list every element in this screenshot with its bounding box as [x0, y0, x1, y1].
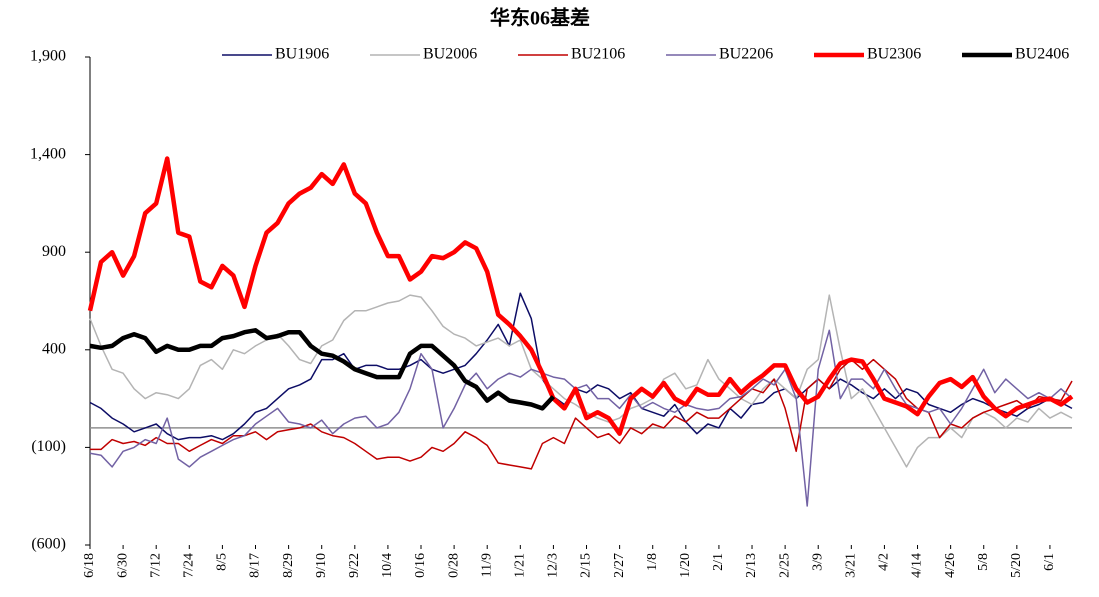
series-line	[87, 156, 1074, 436]
x-tick-label: 7/24	[182, 553, 197, 578]
x-tick-label: 5/20	[1009, 553, 1024, 578]
chart-title: 华东06基差	[490, 6, 590, 30]
x-tick-label: 2/1	[711, 553, 726, 571]
legend-label: BU2206	[719, 46, 773, 63]
x-tick-label: 1/8	[645, 553, 660, 571]
x-tick-label: 9/22	[347, 553, 362, 578]
x-tick-label: 4/2	[877, 553, 892, 571]
series-line	[89, 329, 1073, 507]
y-tick-label: (600)	[31, 536, 66, 553]
x-tick-label: 1/21	[513, 553, 528, 578]
y-tick-label: 400	[42, 340, 66, 357]
x-tick-label: 2/27	[612, 553, 627, 578]
x-tick-label: 8/29	[281, 553, 296, 578]
y-tick-label: 1,400	[30, 145, 66, 162]
series-line	[89, 294, 1073, 468]
x-tick-label: 11/9	[479, 553, 494, 577]
x-tick-label: 1/20	[678, 553, 693, 578]
x-tick-label: 6/30	[115, 553, 130, 578]
x-tick-label: 6/1	[1042, 553, 1057, 571]
x-tick-label: 6/18	[82, 553, 97, 578]
legend-label: BU2306	[867, 46, 921, 63]
x-tick-label: 4/14	[910, 553, 925, 578]
x-tick-label: 2/25	[777, 553, 792, 578]
x-tick-label: 8/5	[215, 553, 230, 571]
x-tick-label: 10/4	[380, 553, 395, 578]
series-line	[89, 292, 1073, 441]
x-tick-label: 3/21	[844, 553, 859, 578]
series-line	[90, 358, 1073, 470]
y-tick-label: (100)	[31, 438, 66, 455]
x-tick-label: 9/10	[314, 553, 329, 578]
x-tick-label: 4/26	[943, 553, 958, 578]
y-tick-label: 900	[42, 243, 66, 260]
x-tick-label: 12/3	[546, 553, 561, 578]
x-tick-label: 2/15	[579, 553, 594, 578]
legend-label: BU2106	[571, 46, 625, 63]
legend-label: BU2006	[423, 46, 477, 63]
y-tick-label: 1,900	[30, 48, 66, 65]
x-tick-label: 3/9	[810, 553, 825, 571]
legend-label: BU2406	[1015, 46, 1069, 63]
x-tick-label: 0/16	[413, 553, 428, 578]
x-tick-label: 8/17	[248, 553, 263, 578]
x-tick-label: 7/12	[148, 553, 163, 578]
series-line	[89, 328, 556, 411]
x-tick-label: 0/28	[446, 553, 461, 578]
x-tick-label: 5/8	[976, 553, 991, 571]
x-tick-label: 2/13	[744, 553, 759, 578]
legend-label: BU1906	[275, 46, 329, 63]
